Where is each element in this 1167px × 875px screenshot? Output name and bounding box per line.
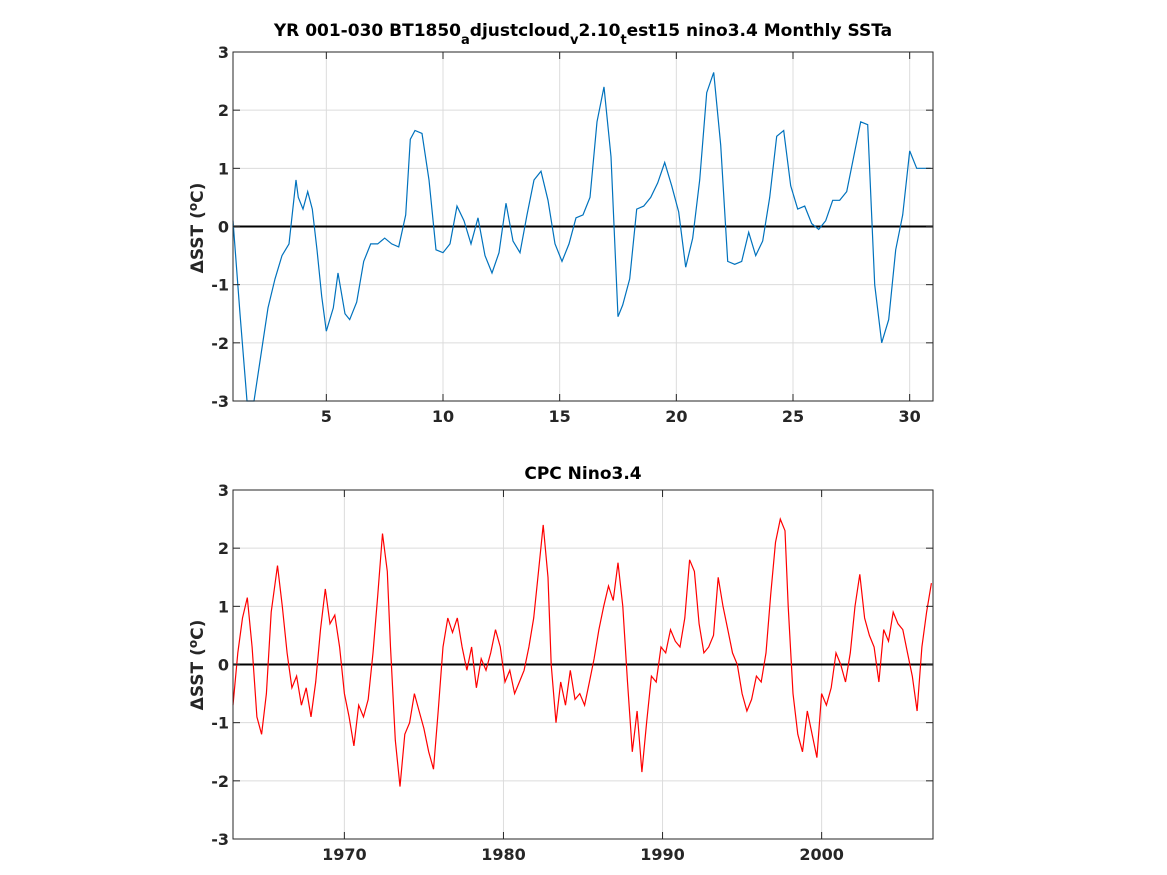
x-tick-label: 15 [549, 407, 571, 426]
y-tick-label: 3 [218, 481, 229, 500]
y-tick-label: -1 [211, 714, 229, 733]
y-tick-label: -2 [211, 772, 229, 791]
panel2-x-ticks: 1970 1980 1990 2000 [322, 490, 844, 864]
panel1-title: YR 001-030 BT1850adjustcloudv2.10test15 … [273, 21, 892, 48]
panel2-title: CPC Nino3.4 [524, 464, 641, 484]
x-tick-label: 1980 [481, 845, 526, 864]
x-tick-label: 10 [432, 407, 454, 426]
x-tick-label: 5 [321, 407, 332, 426]
y-tick-label: -3 [211, 392, 229, 411]
model-nino34-series [232, 72, 931, 402]
model-sst-panel: YR 001-030 BT1850adjustcloudv2.10test15 … [186, 21, 934, 426]
panel1-y-axis-label: ΔSST (oC) [186, 183, 208, 274]
panel1-x-ticks: 5 10 15 20 25 30 [321, 52, 921, 426]
y-tick-label: 2 [218, 539, 229, 558]
x-tick-label: 20 [665, 407, 687, 426]
y-tick-label: 2 [218, 101, 229, 120]
y-tick-label: -1 [211, 276, 229, 295]
x-tick-label: 1970 [322, 845, 367, 864]
x-tick-label: 1990 [640, 845, 685, 864]
panel2-y-axis-label: ΔSST (oC) [186, 620, 208, 711]
y-tick-label: 0 [218, 218, 229, 237]
cpc-nino34-series [232, 517, 932, 787]
y-tick-label: 0 [218, 656, 229, 675]
y-tick-label: -3 [211, 830, 229, 849]
panel1-y-ticks: -3 -2 -1 0 1 2 3 [211, 43, 933, 411]
x-tick-label: 2000 [799, 845, 844, 864]
x-tick-label: 30 [899, 407, 921, 426]
y-tick-label: -2 [211, 334, 229, 353]
y-tick-label: 1 [218, 159, 229, 178]
x-tick-label: 25 [782, 407, 804, 426]
panel2-y-ticks: -3 -2 -1 0 1 2 3 [211, 481, 933, 849]
y-tick-label: 3 [218, 43, 229, 62]
y-tick-label: 1 [218, 597, 229, 616]
